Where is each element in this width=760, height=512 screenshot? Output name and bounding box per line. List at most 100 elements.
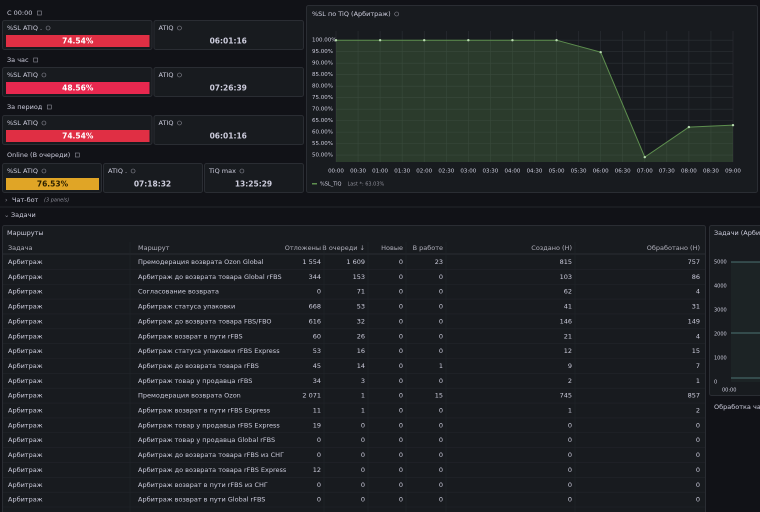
table-cell: 45 <box>313 362 321 370</box>
table-cell: 0 <box>361 421 365 429</box>
table-cell: 9 <box>568 362 572 370</box>
stat-title: ATIQ . <box>108 167 127 175</box>
x-tick-label: 01:30 <box>394 169 410 175</box>
series-point <box>599 50 602 54</box>
table-cell: 60 <box>313 332 321 340</box>
table-header: В очереди ↓ <box>322 244 365 252</box>
y-tick-label: 95.00% <box>312 49 333 55</box>
x-tick-label: 03:30 <box>482 169 498 175</box>
table-cell: 0 <box>439 332 443 340</box>
table-cell: 0 <box>399 317 403 325</box>
table-cell: 0 <box>317 481 321 489</box>
table-cell: Арбитраж <box>8 303 43 311</box>
y-tick-label: 60.00% <box>312 130 333 136</box>
table-cell: 0 <box>399 436 403 444</box>
x-tick-label: 08:00 <box>681 169 697 175</box>
table-cell: 0 <box>568 496 572 504</box>
stat-panel <box>103 163 203 193</box>
table-cell: 344 <box>309 273 321 281</box>
x-tick-label: 09:00 <box>725 169 741 175</box>
stat-bar <box>6 82 150 94</box>
stat-value: 06:01:16 <box>210 37 247 46</box>
table-cell: 0 <box>439 288 443 296</box>
side-lines-decoration <box>731 261 760 379</box>
table-cell: Арбитраж до возврата товара rFBS из СНГ <box>138 451 284 459</box>
table-cell: 0 <box>439 407 443 415</box>
table-cell: 0 <box>696 466 700 474</box>
table-cell: 0 <box>439 481 443 489</box>
y-tick-label: 90.00% <box>312 61 333 67</box>
x-tick-label: 06:00 <box>593 169 609 175</box>
table-cell: 0 <box>568 451 572 459</box>
series-point <box>643 155 646 159</box>
table-cell: 2 <box>696 407 700 415</box>
series-point <box>731 123 735 127</box>
table-cell: 2 <box>568 377 572 385</box>
table-cell: 41 <box>564 303 572 311</box>
table-cell: 0 <box>399 362 403 370</box>
table-cell: Арбитраж возврат в пути rFBS из СНГ <box>138 481 268 489</box>
table-cell: 0 <box>439 421 443 429</box>
table-cell: 0 <box>696 481 700 489</box>
table-cell: Арбитраж <box>8 377 43 385</box>
series-point <box>467 38 470 42</box>
table-cell: Арбитраж <box>8 436 43 444</box>
table-cell: Арбитраж статуса упаковки <box>138 303 235 311</box>
y-tick-label: 70.00% <box>312 107 333 113</box>
info-icon <box>41 168 47 174</box>
table-cell: 0 <box>439 451 443 459</box>
table-header: Отложены <box>285 244 321 252</box>
y-tick-label: 85.00% <box>312 72 333 78</box>
stat-title: ATIQ <box>159 24 174 32</box>
side-next-title: Обработка чат <box>714 403 760 411</box>
table-cell: 23 <box>435 258 443 266</box>
table-cell: Арбитраж статуса упаковки rFBS Express <box>138 347 280 355</box>
stat-title: %SL ATIQ <box>7 167 38 175</box>
stat-value: 74.54% <box>62 132 94 141</box>
table-title: Маршруты <box>7 229 44 237</box>
row-title[interactable]: Задачи <box>11 211 36 219</box>
table-cell: 0 <box>399 466 403 474</box>
table-cell: 0 <box>696 451 700 459</box>
table-cell: 0 <box>361 481 365 489</box>
table-cell: 0 <box>696 436 700 444</box>
table-cell: 12 <box>564 347 572 355</box>
stat-bar <box>6 130 150 142</box>
x-tick-label: 07:30 <box>659 169 675 175</box>
table-cell: Арбитраж <box>8 332 43 340</box>
table-cell: Арбитраж <box>8 347 43 355</box>
table-cell: Согласование возврата <box>138 288 219 296</box>
table-cell: Арбитраж возврат в пути rFBS Express <box>138 407 271 415</box>
table-cell: 2 071 <box>302 392 321 400</box>
stat-title: ATIQ <box>159 119 174 127</box>
table-cell: 0 <box>399 421 403 429</box>
table-cell: 0 <box>439 466 443 474</box>
table-cell: Арбитраж <box>8 421 43 429</box>
table-cell: 0 <box>439 436 443 444</box>
section-title: Online (В очереди) <box>7 151 70 159</box>
table-cell: 757 <box>688 258 700 266</box>
table-cell: 103 <box>560 273 572 281</box>
series-point <box>687 125 691 129</box>
table-cell: 1 <box>361 407 365 415</box>
table-cell: 34 <box>313 377 321 385</box>
x-tick-label: 05:30 <box>571 169 587 175</box>
row-collapse-icon[interactable]: › <box>5 196 8 204</box>
side-area-decoration <box>731 262 760 382</box>
row-title[interactable]: Чат-бот <box>12 196 39 204</box>
x-tick-label: 02:00 <box>416 169 432 175</box>
table-cell: 0 <box>317 436 321 444</box>
table-cell: Премодерация возврата Ozon <box>138 392 241 400</box>
table-cell: 86 <box>692 273 700 281</box>
table-cell: Арбитраж <box>8 392 43 400</box>
x-tick-label: 00:00 <box>328 169 344 175</box>
row-expand-icon[interactable]: ⌄ <box>4 211 9 219</box>
side-y-tick: 2000 <box>714 332 727 338</box>
stat-bar <box>6 35 150 47</box>
stat-bar <box>6 178 99 190</box>
table-cell: 0 <box>439 273 443 281</box>
series-point <box>511 38 514 42</box>
table-cell: 0 <box>696 496 700 504</box>
table-cell: 1 <box>568 407 572 415</box>
side-y-tick: 5000 <box>714 260 727 266</box>
